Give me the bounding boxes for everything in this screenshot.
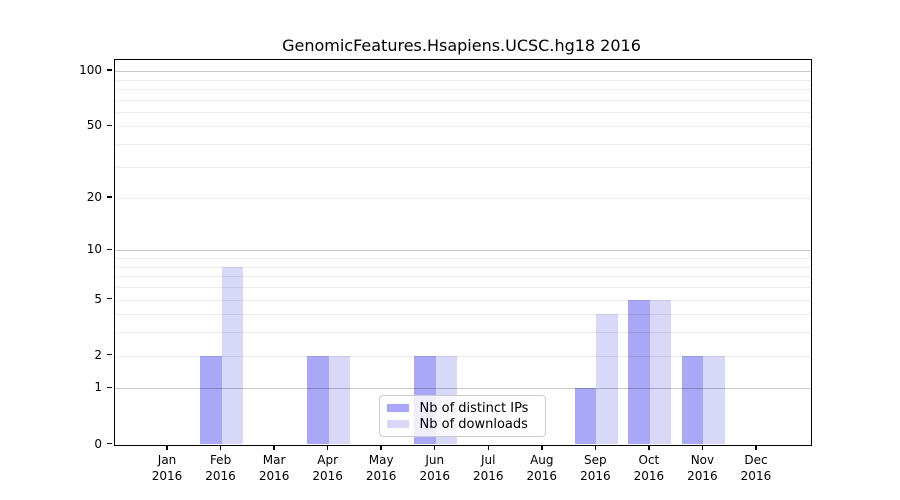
- legend: Nb of distinct IPs Nb of downloads: [378, 394, 546, 437]
- x-tick-nov: [701, 445, 704, 450]
- x-tick-jan: [166, 445, 168, 450]
- bar-oct-ips: [628, 299, 650, 445]
- x-tick-jun: [433, 445, 436, 450]
- y-tick-5: [107, 297, 112, 300]
- x-tick-label-jan: Jan 2016: [151, 453, 183, 483]
- x-tick-label-jun: Jun 2016: [419, 453, 450, 483]
- plot-area: Nb of distinct IPs Nb of downloads: [113, 58, 812, 446]
- x-tick-label-nov: Nov 2016: [687, 453, 718, 483]
- x-tick-may: [380, 445, 382, 450]
- x-tick-mar: [273, 445, 275, 450]
- y-tick-1: [107, 386, 112, 389]
- bar-apr-downloads: [328, 355, 351, 445]
- y-tick-label-50: 50: [86, 118, 102, 133]
- x-tick-label-oct: Oct 2016: [633, 453, 665, 483]
- y-tick-label-100: 100: [79, 63, 102, 78]
- x-tick-label-dec: Dec 2016: [740, 453, 772, 483]
- y-tick-2: [107, 353, 112, 356]
- x-tick-apr: [326, 445, 329, 450]
- bar-nov-downloads: [703, 355, 725, 445]
- y-tick-label-5: 5: [94, 291, 102, 306]
- bar-feb-ips: [200, 355, 222, 445]
- x-tick-label-jul: Jul 2016: [472, 453, 504, 483]
- bar-oct-downloads: [649, 299, 672, 445]
- x-tick-aug: [541, 445, 543, 450]
- x-tick-oct: [648, 445, 650, 450]
- x-tick-sep: [594, 445, 597, 450]
- legend-swatch-distinct-ips: [386, 404, 409, 412]
- legend-label-downloads: Nb of downloads: [419, 416, 528, 432]
- legend-swatch-downloads: [386, 420, 409, 428]
- x-tick-label-aug: Aug 2016: [526, 453, 558, 483]
- x-tick-label-mar: Mar 2016: [258, 453, 290, 483]
- y-tick-label-20: 20: [86, 190, 102, 205]
- x-tick-label-sep: Sep 2016: [580, 453, 611, 483]
- y-tick-10: [107, 248, 112, 251]
- bars-layer: [115, 60, 811, 445]
- bar-sep-ips: [574, 388, 597, 445]
- bar-apr-ips: [307, 355, 329, 445]
- x-tick-label-apr: Apr 2016: [312, 453, 343, 483]
- x-tick-label-feb: Feb 2016: [205, 453, 236, 483]
- y-tick-label-10: 10: [86, 242, 102, 257]
- legend-label-distinct-ips: Nb of distinct IPs: [419, 400, 529, 416]
- y-tick-label-1: 1: [94, 380, 102, 395]
- x-tick-dec: [755, 445, 757, 450]
- y-tick-0: [107, 442, 112, 445]
- x-tick-label-may: May 2016: [365, 453, 397, 483]
- chart-title: GenomicFeatures.Hsapiens.UCSC.hg18 2016: [282, 36, 641, 55]
- y-tick-label-0: 0: [94, 436, 102, 451]
- x-tick-feb: [219, 445, 222, 450]
- y-tick-label-2: 2: [94, 347, 102, 362]
- legend-item-downloads: Nb of downloads: [386, 416, 537, 432]
- y-tick-20: [107, 196, 112, 198]
- y-tick-50: [107, 124, 112, 127]
- y-tick-100: [107, 69, 112, 71]
- x-tick-jul: [487, 445, 490, 450]
- legend-item-distinct-ips: Nb of distinct IPs: [386, 400, 537, 416]
- bar-feb-downloads: [221, 266, 243, 445]
- bar-sep-downloads: [596, 314, 618, 445]
- bar-nov-ips: [682, 355, 704, 445]
